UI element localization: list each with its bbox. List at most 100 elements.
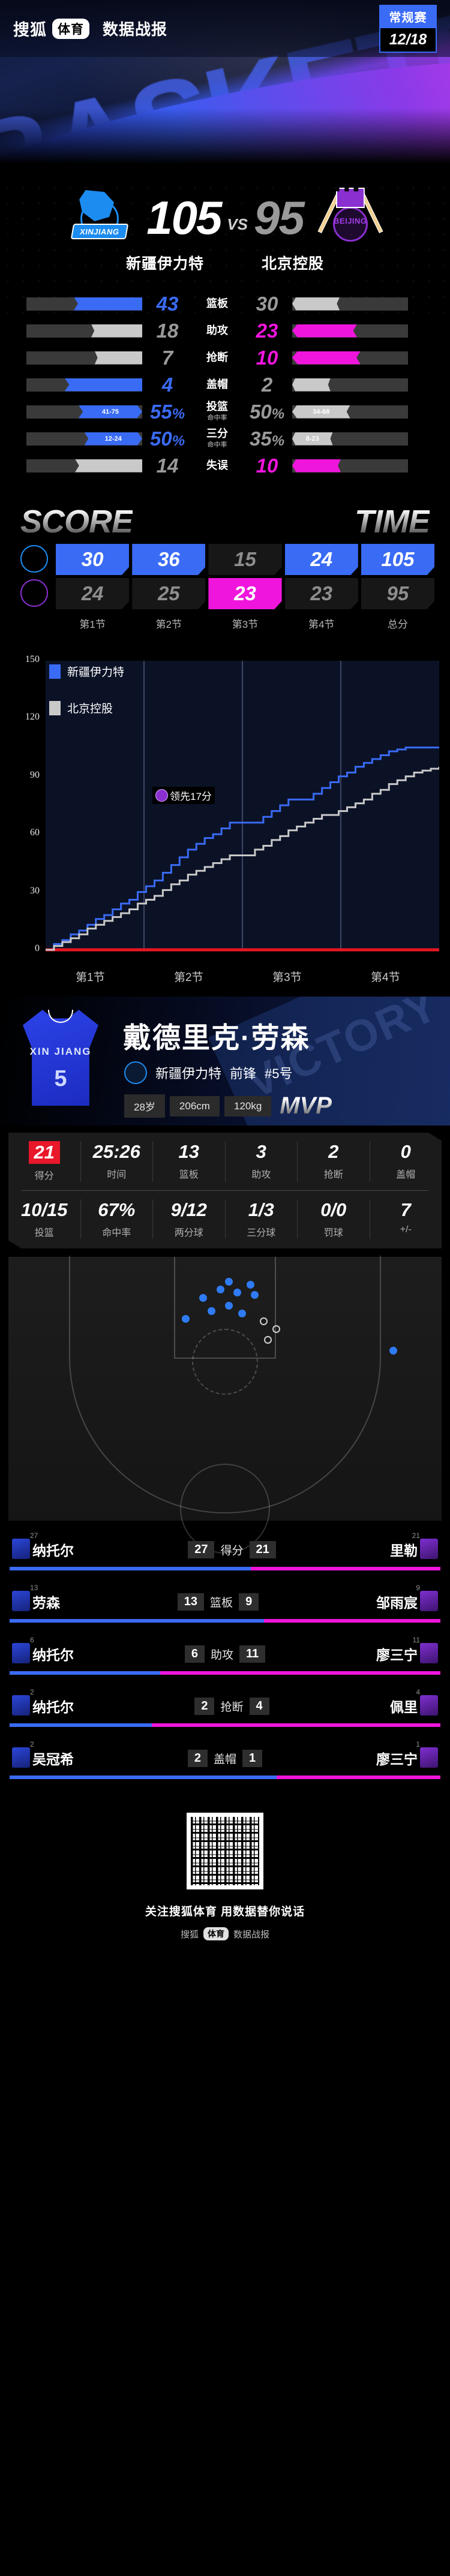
away-stat-bar-track: 34-68 <box>292 405 408 419</box>
leader-right-bar <box>251 1567 440 1570</box>
leader-right-avatar <box>418 1642 440 1666</box>
jersey-number: 5 <box>54 1066 67 1091</box>
missed-shot <box>259 1317 268 1326</box>
legend-label-away: 北京控股 <box>67 703 113 715</box>
leader-right-tick: 11 <box>412 1636 420 1644</box>
away-stat-bar: 8-23 <box>292 432 333 446</box>
made-shot <box>181 1314 190 1323</box>
home-stat-bar: 12-24 <box>84 432 142 446</box>
quarter-column-label: 总分 <box>387 619 408 630</box>
home-stat-bar-track <box>26 324 142 338</box>
leader-left-bar <box>10 1775 277 1779</box>
quarter-row: 24 25 23 23 95 <box>16 578 435 609</box>
stat-label: 篮板 <box>206 297 228 310</box>
mvp-stat-cell: 9/12 两分球 <box>153 1199 226 1239</box>
leader-center: 2 抢断 4 <box>74 1697 390 1715</box>
mvp-stat-value: 21 <box>28 1141 60 1164</box>
leader-right-value: 11 <box>239 1645 266 1663</box>
mvp-stat-label: 投篮 <box>34 1228 54 1238</box>
home-stat-bar-track: 12-24 <box>26 432 142 446</box>
leader-left-bar <box>10 1619 264 1623</box>
mvp-stat-label: 抢断 <box>323 1170 343 1180</box>
leader-right-avatar <box>418 1590 440 1614</box>
beijing-crown-icon: BEIJING <box>317 185 383 245</box>
stat-label: 盖帽 <box>206 378 228 391</box>
mvp-stat-value: 25:26 <box>92 1141 140 1162</box>
away-stat-value: 23 <box>256 319 278 342</box>
leader-left-name: 纳托尔 <box>32 1699 74 1715</box>
qr-code[interactable] <box>187 1813 263 1889</box>
quarter-cell: 15 <box>208 544 282 575</box>
mvp-stat-label: 篮板 <box>179 1170 199 1180</box>
mvp-stat-value: 9/12 <box>170 1199 207 1220</box>
quarter-cell: 95 <box>361 578 435 609</box>
missed-shot <box>272 1325 281 1334</box>
mvp-stat-value: 2 <box>328 1141 339 1162</box>
leader-top: 劳森 13 篮板 9 邹雨宸 <box>10 1590 440 1614</box>
shot-chart-court <box>8 1256 442 1554</box>
annotation-text: 领先17分 <box>170 791 212 802</box>
home-stat-bar <box>74 297 142 311</box>
mvp-chip: 120kg <box>224 1096 272 1117</box>
mvp-stat-cell: 3 助攻 <box>226 1141 298 1182</box>
annotation-team-icon <box>155 789 168 802</box>
quarter-column-label: 第3节 <box>232 619 259 630</box>
center-circle <box>180 1464 270 1554</box>
y-axis-tick: 90 <box>30 769 40 780</box>
footer-sub: 数据战报 <box>233 1929 270 1940</box>
legend-swatch-home <box>49 664 61 679</box>
leader-right-tick: 4 <box>416 1688 420 1696</box>
leader-right-tick: 9 <box>416 1584 420 1592</box>
stat-label: 助攻 <box>206 324 228 337</box>
mvp-position: 前锋 <box>230 1066 257 1081</box>
mvp-stat-cell: 10/15 投篮 <box>8 1199 81 1239</box>
home-stat-bar-track <box>26 378 142 392</box>
home-stat-value: 55% <box>149 400 185 423</box>
match-date-box: 常规赛 12/18 <box>379 4 437 53</box>
vs-label: VS <box>227 215 248 233</box>
leader-right-bar <box>151 1723 440 1727</box>
leader-left-avatar <box>10 1746 32 1770</box>
legend-label-home: 新疆伊力特 <box>67 666 125 679</box>
jersey-team-text: XIN JIANG <box>29 1046 92 1057</box>
home-team-name: 新疆伊力特 <box>125 255 204 272</box>
away-stat-value: 50% <box>249 400 285 423</box>
leader-left-value: 27 <box>188 1540 215 1558</box>
leader-left-avatar <box>10 1590 32 1614</box>
leader-right-avatar <box>418 1746 440 1770</box>
leader-right-name: 佩里 <box>390 1699 418 1715</box>
xinjiang-tiger-icon: XINJIANG <box>70 186 130 246</box>
made-shot <box>247 1280 255 1289</box>
footer-brand-row: 搜狐 体育 数据战报 <box>0 1927 450 1940</box>
y-axis-tick: 150 <box>25 654 40 664</box>
leader-row: 13 9 劳森 13 篮板 9 邹雨宸 <box>10 1584 440 1623</box>
leader-bar <box>10 1619 440 1623</box>
stats-divider <box>22 1190 428 1191</box>
made-shot <box>225 1301 233 1310</box>
away-stat-bar-track <box>292 324 408 338</box>
leader-right-value: 9 <box>239 1593 259 1611</box>
away-stat-bar <box>292 351 361 365</box>
mvp-stats-row-secondary: 10/15 投篮 67% 命中率 9/12 两分球 1/3 三分球 0/0 罚球… <box>8 1199 442 1239</box>
leader-right-name: 邹雨宸 <box>376 1595 418 1611</box>
leader-left-value: 6 <box>184 1645 205 1663</box>
away-stat-value: 30 <box>256 292 278 315</box>
mvp-hero: VICTORY XIN JIANG 5 戴德里克·劳森 新疆伊力特 前锋 #5号… <box>0 997 450 1126</box>
home-stat-value: 14 <box>156 454 179 477</box>
leader-top: 纳托尔 27 得分 21 里勒 <box>10 1537 440 1561</box>
made-shot <box>199 1293 207 1302</box>
mvp-stat-cell: 67% 命中率 <box>81 1199 153 1239</box>
stat-label: 失误 <box>206 459 228 472</box>
leader-left-name: 吴冠希 <box>32 1752 74 1767</box>
away-team-name: 北京控股 <box>262 255 325 272</box>
brand-logo[interactable]: 搜狐 体育 <box>13 17 89 40</box>
leader-left-bar <box>10 1723 152 1727</box>
home-stat-value: 50% <box>149 427 185 450</box>
home-stat-bar <box>64 378 142 392</box>
x-axis-tick: 第2节 <box>174 971 203 984</box>
free-throw-circle <box>192 1329 258 1395</box>
top-bar: 搜狐 体育 数据战报 常规赛 12/18 <box>0 0 450 57</box>
mvp-stat-value: 67% <box>98 1199 136 1220</box>
mvp-badge: MVP <box>280 1093 332 1119</box>
stat-row: 43 篮板 30 <box>0 290 450 317</box>
